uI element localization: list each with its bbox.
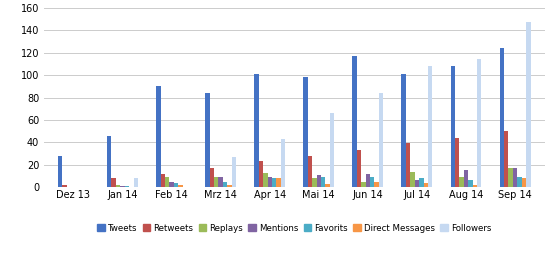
Bar [361,181,366,187]
Bar [112,178,116,187]
Bar [472,185,477,187]
Bar [522,178,526,187]
Bar [120,186,125,187]
Bar [178,185,183,187]
Bar [410,172,415,187]
Bar [419,178,424,187]
Bar [227,185,232,187]
Bar [415,180,419,187]
Bar [317,175,321,187]
Bar [263,173,267,187]
Bar [214,177,218,187]
Bar [58,156,62,187]
Bar [107,136,112,187]
Bar [464,170,468,187]
Bar [366,174,370,187]
Bar [304,77,308,187]
Bar [504,131,508,187]
Bar [272,178,276,187]
Bar [468,180,472,187]
Bar [459,177,464,187]
Bar [370,177,375,187]
Bar [174,183,178,187]
Bar [156,86,161,187]
Bar [218,177,223,187]
Bar [357,150,361,187]
Bar [116,185,120,187]
Bar [232,157,236,187]
Bar [428,66,432,187]
Bar [308,156,312,187]
Legend: Tweets, Retweets, Replays, Mentions, Favorits, Direct Messages, Followers: Tweets, Retweets, Replays, Mentions, Fav… [97,224,491,233]
Bar [513,168,517,187]
Bar [353,56,357,187]
Bar [402,74,406,187]
Bar [254,74,258,187]
Bar [312,178,317,187]
Bar [165,177,169,187]
Bar [258,161,263,187]
Bar [161,174,165,187]
Bar [276,178,280,187]
Bar [125,186,129,187]
Bar [517,177,522,187]
Bar [321,177,326,187]
Bar [169,181,174,187]
Bar [406,144,410,187]
Bar [375,181,379,187]
Bar [280,139,285,187]
Bar [379,93,383,187]
Bar [267,177,272,187]
Bar [424,183,428,187]
Bar [223,181,227,187]
Bar [330,113,334,187]
Bar [205,93,210,187]
Bar [477,59,481,187]
Bar [326,184,330,187]
Bar [508,168,513,187]
Bar [455,138,459,187]
Bar [499,48,504,187]
Bar [134,178,138,187]
Bar [526,22,531,187]
Bar [450,66,455,187]
Bar [210,168,214,187]
Bar [62,185,67,187]
